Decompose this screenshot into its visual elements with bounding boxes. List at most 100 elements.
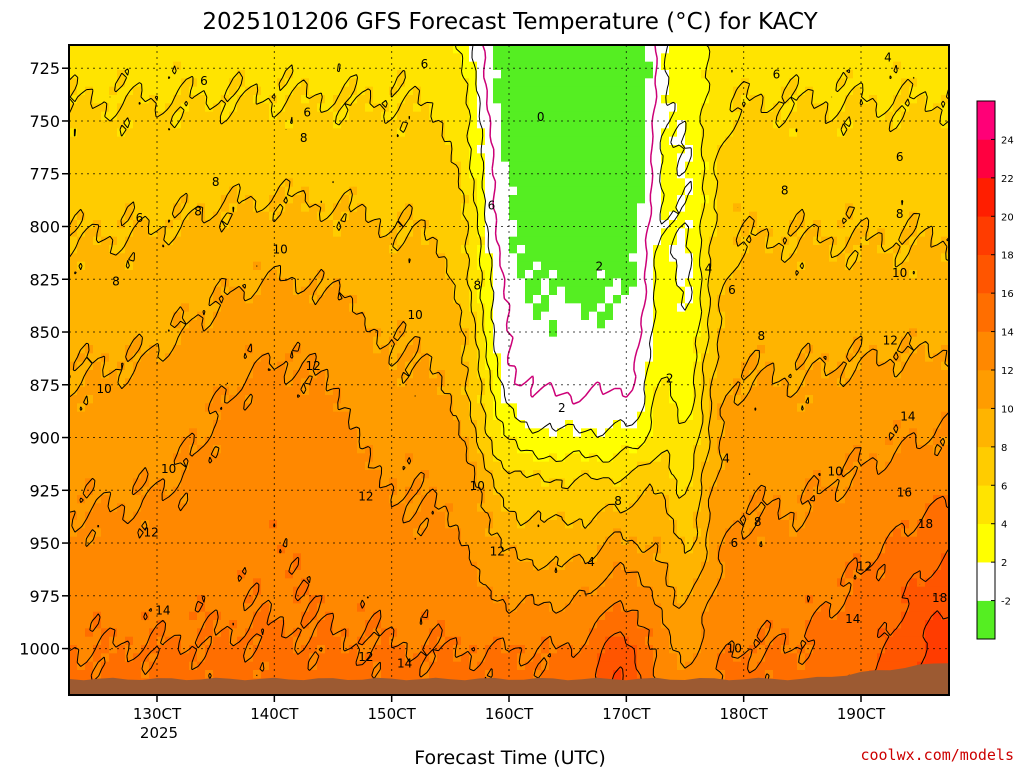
temperature-cell [437, 120, 446, 129]
temperature-cell [573, 161, 582, 171]
temperature-cell [341, 328, 350, 338]
temperature-cell [445, 386, 454, 396]
temperature-cell [133, 286, 142, 296]
temperature-cell [541, 161, 550, 171]
temperature-cell [541, 620, 550, 629]
temperature-cell [453, 186, 462, 196]
temperature-cell [293, 120, 302, 129]
temperature-cell [189, 645, 198, 654]
temperature-cell [405, 295, 414, 304]
temperature-cell [357, 395, 366, 404]
temperature-cell [277, 178, 286, 188]
temperature-cell [533, 495, 542, 504]
temperature-cell [181, 270, 190, 279]
temperature-cell [549, 503, 558, 513]
temperature-cell [373, 320, 382, 329]
temperature-cell [117, 395, 126, 404]
temperature-cell [453, 553, 462, 563]
temperature-cell [189, 245, 198, 254]
temperature-cell [565, 228, 574, 238]
temperature-cell [141, 120, 150, 129]
temperature-cell [93, 503, 102, 513]
temperature-cell [117, 520, 126, 529]
temperature-cell [525, 353, 534, 363]
temperature-cell [509, 111, 518, 121]
temperature-cell [461, 445, 470, 454]
temperature-cell [469, 120, 478, 129]
temperature-cell [245, 236, 254, 246]
temperature-cell [445, 295, 454, 304]
temperature-cell [109, 78, 118, 88]
temperature-cell [573, 53, 582, 63]
temperature-cell [349, 361, 358, 371]
temperature-cell [453, 611, 462, 621]
temperature-cell [541, 136, 550, 146]
temperature-cell [437, 353, 446, 363]
temperature-cell [365, 145, 374, 154]
temperature-cell [365, 111, 374, 121]
temperature-cell [301, 611, 310, 621]
temperature-cell [293, 295, 302, 304]
temperature-cell [229, 653, 238, 663]
temperature-cell [133, 445, 142, 454]
temperature-cell [205, 511, 214, 521]
temperature-cell [333, 328, 342, 338]
temperature-cell [397, 586, 406, 596]
temperature-cell [301, 120, 310, 129]
temperature-cell [317, 528, 326, 538]
temperature-cell [357, 436, 366, 446]
temperature-cell [285, 270, 294, 279]
temperature-cell [413, 228, 422, 238]
temperature-cell [149, 120, 158, 129]
temperature-cell [277, 495, 286, 504]
temperature-cell [229, 511, 238, 521]
temperature-cell [501, 261, 510, 271]
temperature-cell [269, 320, 278, 329]
temperature-cell [445, 95, 454, 104]
temperature-cell [165, 45, 174, 54]
temperature-cell [485, 336, 494, 346]
temperature-cell [533, 353, 542, 363]
temperature-cell [485, 278, 494, 288]
temperature-cell [381, 111, 390, 121]
temperature-cell [237, 103, 246, 113]
temperature-cell [357, 470, 366, 479]
temperature-cell [349, 403, 358, 413]
temperature-cell [181, 361, 190, 371]
temperature-cell [517, 320, 526, 329]
temperature-cell [373, 211, 382, 221]
temperature-cell [469, 478, 478, 488]
temperature-cell [525, 420, 534, 429]
temperature-cell [429, 245, 438, 254]
temperature-cell [389, 428, 398, 438]
temperature-cell [301, 478, 310, 488]
temperature-cell [573, 328, 582, 338]
temperature-cell [493, 445, 502, 454]
temperature-cell [573, 178, 582, 188]
temperature-cell [149, 595, 158, 604]
temperature-cell [557, 353, 566, 363]
temperature-cell [501, 386, 510, 396]
temperature-cell [437, 145, 446, 154]
temperature-cell [101, 395, 110, 404]
temperature-cell [333, 245, 342, 254]
temperature-cell [133, 361, 142, 371]
temperature-cell [365, 470, 374, 479]
temperature-cell [365, 45, 374, 54]
temperature-cell [93, 320, 102, 329]
temperature-cell [461, 553, 470, 563]
temperature-cell [565, 670, 574, 679]
temperature-cell [333, 86, 342, 96]
temperature-cell [517, 311, 526, 321]
temperature-cell [341, 411, 350, 421]
temperature-cell [269, 70, 278, 79]
temperature-cell [245, 328, 254, 338]
temperature-cell [213, 220, 222, 229]
temperature-cell [173, 345, 182, 354]
temperature-cell [109, 503, 118, 513]
temperature-cell [333, 428, 342, 438]
temperature-cell [509, 103, 518, 113]
temperature-cell [205, 336, 214, 346]
temperature-cell [509, 336, 518, 346]
temperature-cell [189, 578, 198, 588]
